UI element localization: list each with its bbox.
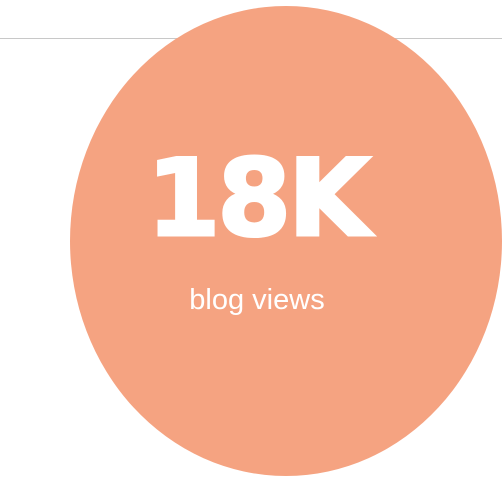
stat-value: 18K [145, 137, 372, 260]
stat-circle [70, 6, 502, 476]
stat-label: blog views [189, 284, 325, 316]
